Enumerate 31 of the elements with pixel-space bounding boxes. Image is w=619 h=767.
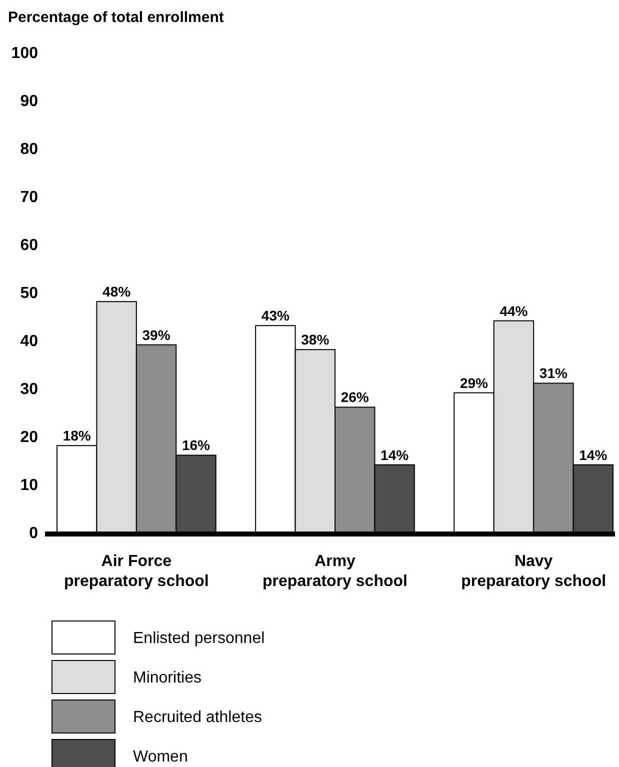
- y-axis-title: Percentage of total enrollment: [8, 9, 224, 26]
- y-tick-label: 30: [20, 381, 38, 398]
- y-tick-label: 60: [20, 237, 38, 254]
- data-label: 39%: [142, 326, 171, 343]
- y-tick-label: 40: [20, 333, 38, 350]
- y-tick-label: 80: [20, 141, 38, 158]
- data-label: 48%: [102, 284, 132, 300]
- y-tick-label: 70: [20, 189, 38, 206]
- data-label: 29%: [460, 374, 489, 391]
- legend-label: Enlisted personnel: [133, 630, 265, 647]
- data-label: 43%: [261, 308, 290, 324]
- y-tick-label: 50: [20, 285, 38, 302]
- y-tick-label: 100: [11, 45, 38, 62]
- data-label: 26%: [340, 389, 370, 406]
- data-label: 31%: [539, 365, 568, 382]
- data-label: 16%: [182, 437, 211, 454]
- x-tick-label: Navy preparatory school: [461, 553, 606, 590]
- data-label: 14%: [579, 446, 608, 463]
- x-tick-label: Army preparatory school: [262, 553, 408, 590]
- data-label: 18%: [62, 428, 92, 444]
- y-tick-label: 0: [29, 525, 38, 542]
- x-tick-label: Air Force preparatory school: [64, 553, 209, 590]
- data-label: 38%: [301, 332, 330, 348]
- data-label: 14%: [380, 446, 410, 463]
- legend-label: Minorities: [133, 670, 202, 686]
- y-tick-label: 90: [20, 93, 38, 110]
- y-tick-label: 20: [20, 429, 38, 446]
- y-tick-label: 10: [20, 477, 38, 494]
- legend-label: Women: [133, 748, 188, 766]
- data-label: 44%: [500, 302, 528, 319]
- legend-label: Recruited athletes: [133, 709, 262, 726]
